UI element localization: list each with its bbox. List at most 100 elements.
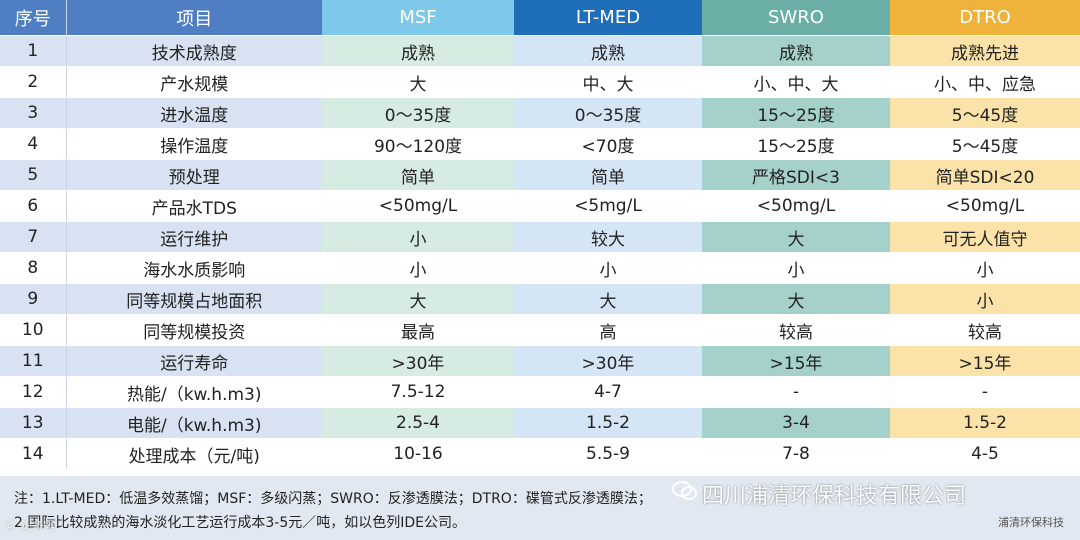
table-row: 7 运行维护小较大大可无人值守 bbox=[0, 221, 1080, 253]
table-row: 13 电能/（kw.h.m3) 2.5-4 1.5-2 3-4 1.5-2 bbox=[0, 407, 1080, 439]
table-row: 14 处理成本（元/吨) 10-16 5.5-9 7-8 4-5 bbox=[0, 438, 1080, 470]
cell-index: 9 bbox=[0, 283, 67, 315]
cell-msf: 大 bbox=[322, 283, 514, 315]
cell-msf: 小 bbox=[322, 221, 514, 253]
cell-swro: <50mg/L bbox=[702, 190, 890, 222]
table-row: 8 海水水质影响小小小小 bbox=[0, 252, 1080, 284]
cell-lt-med: 大 bbox=[514, 283, 702, 315]
cell-dtro: <50mg/L bbox=[890, 190, 1080, 222]
cell-msf: <50mg/L bbox=[322, 190, 514, 222]
cell-msf: 2.5-4 bbox=[322, 407, 514, 439]
cell-swro: 小、中、大 bbox=[702, 66, 890, 98]
cell-lt-med: 小 bbox=[514, 252, 702, 284]
header-row: 序号 项目 MSF LT-MED SWRO DTRO bbox=[0, 0, 1080, 36]
footnote-line-1: 注：1.LT-MED：低温多效蒸馏；MSF：多级闪蒸；SWRO：反渗透膜法；DT… bbox=[14, 491, 652, 507]
cell-item: 热能/（kw.h.m3) bbox=[66, 376, 322, 408]
cell-item: 电能/（kw.h.m3) bbox=[66, 407, 322, 439]
cell-dtro: 4-5 bbox=[890, 438, 1080, 470]
cell-swro: 小 bbox=[702, 252, 890, 284]
header-index: 序号 bbox=[0, 0, 67, 36]
cell-msf: 简单 bbox=[322, 159, 514, 191]
cell-index: 11 bbox=[0, 345, 67, 377]
cell-swro: - bbox=[702, 376, 890, 408]
header-msf: MSF bbox=[322, 0, 514, 36]
cell-msf: 小 bbox=[322, 252, 514, 284]
table-row: 10 同等规模投资 最高高较高 较高 bbox=[0, 314, 1080, 346]
cell-dtro: 可无人值守 bbox=[890, 221, 1080, 253]
cell-lt-med: 5.5-9 bbox=[514, 438, 702, 470]
cell-swro: 严格SDI<3 bbox=[702, 159, 890, 191]
cell-msf: 大 bbox=[322, 66, 514, 98]
cell-msf: >30年 bbox=[322, 345, 514, 377]
cell-item: 同等规模占地面积 bbox=[66, 283, 322, 315]
cell-index: 10 bbox=[0, 314, 67, 346]
cell-item: 进水温度 bbox=[66, 97, 322, 129]
cell-swro: 成熟 bbox=[702, 35, 890, 67]
cell-lt-med: 简单 bbox=[514, 159, 702, 191]
cell-item: 运行维护 bbox=[66, 221, 322, 253]
cell-item: 操作温度 bbox=[66, 128, 322, 160]
cell-item: 产水规模 bbox=[66, 66, 322, 98]
cell-index: 3 bbox=[0, 97, 67, 129]
cell-index: 6 bbox=[0, 190, 67, 222]
cell-dtro: 小 bbox=[890, 283, 1080, 315]
footnote-area: 注：1.LT-MED：低温多效蒸馏；MSF：多级闪蒸；SWRO：反渗透膜法；DT… bbox=[0, 476, 1080, 540]
cell-dtro: 成熟先进 bbox=[890, 35, 1080, 67]
cell-swro: 大 bbox=[702, 221, 890, 253]
table-row: 3 进水温度 0～35度 0～35度 15～25度 5～45度 bbox=[0, 97, 1080, 129]
cell-msf: 10-16 bbox=[322, 438, 514, 470]
cell-index: 13 bbox=[0, 407, 67, 439]
cell-swro: 大 bbox=[702, 283, 890, 315]
cell-index: 7 bbox=[0, 221, 67, 253]
header-swro: SWRO bbox=[702, 0, 890, 36]
cell-lt-med: 较大 bbox=[514, 221, 702, 253]
cell-index: 8 bbox=[0, 252, 67, 284]
cell-index: 5 bbox=[0, 159, 67, 191]
cell-item: 海水水质影响 bbox=[66, 252, 322, 284]
header-dtro: DTRO bbox=[890, 0, 1080, 36]
table-row: 2 产水规模大中、大 小、中、大 小、中、应急 bbox=[0, 66, 1080, 98]
cell-item: 预处理 bbox=[66, 159, 322, 191]
cell-index: 4 bbox=[0, 128, 67, 160]
cell-swro: 15～25度 bbox=[702, 128, 890, 160]
cell-swro: 3-4 bbox=[702, 407, 890, 439]
header-item: 项目 bbox=[66, 0, 322, 36]
cell-dtro: 5～45度 bbox=[890, 128, 1080, 160]
cell-lt-med: >30年 bbox=[514, 345, 702, 377]
cell-dtro: 5～45度 bbox=[890, 97, 1080, 129]
cell-lt-med: 0～35度 bbox=[514, 97, 702, 129]
cell-swro: 7-8 bbox=[702, 438, 890, 470]
cell-lt-med: <70度 bbox=[514, 128, 702, 160]
header-lt-med: LT-MED bbox=[514, 0, 702, 36]
cell-swro: >15年 bbox=[702, 345, 890, 377]
cell-dtro: - bbox=[890, 376, 1080, 408]
watermark-left: © 头条号 bbox=[4, 519, 56, 533]
cell-dtro: 简单SDI<20 bbox=[890, 159, 1080, 191]
cell-item: 同等规模投资 bbox=[66, 314, 322, 346]
cell-msf: 90～120度 bbox=[322, 128, 514, 160]
cell-lt-med: 4-7 bbox=[514, 376, 702, 408]
cell-dtro: 小 bbox=[890, 252, 1080, 284]
cell-index: 12 bbox=[0, 376, 67, 408]
cell-dtro: 较高 bbox=[890, 314, 1080, 346]
cell-dtro: 小、中、应急 bbox=[890, 66, 1080, 98]
table-row: 6 产品水TDS <50mg/L <5mg/L <50mg/L <50mg/L bbox=[0, 190, 1080, 222]
table-row: 4 操作温度 90～120度 <70度 15～25度 5～45度 bbox=[0, 128, 1080, 160]
cell-index: 14 bbox=[0, 438, 67, 470]
table-row: 12 热能/（kw.h.m3) 7.5-12 4-7- - bbox=[0, 376, 1080, 408]
cell-swro: 较高 bbox=[702, 314, 890, 346]
wechat-icon bbox=[672, 481, 697, 500]
cell-item: 运行寿命 bbox=[66, 345, 322, 377]
cell-msf: 最高 bbox=[322, 314, 514, 346]
table-row: 1 技术成熟度 成熟 成熟 成熟 成熟先进 bbox=[0, 35, 1080, 67]
table-row: 9 同等规模占地面积大大大小 bbox=[0, 283, 1080, 315]
cell-swro: 15～25度 bbox=[702, 97, 890, 129]
cell-msf: 0～35度 bbox=[322, 97, 514, 129]
comparison-table: 序号 项目 MSF LT-MED SWRO DTRO 1 技术成熟度 成熟 成熟 成熟成… bbox=[0, 0, 1080, 470]
watermark-company: 四川浦清环保科技有限公司 bbox=[702, 484, 967, 509]
cell-msf: 成熟 bbox=[322, 35, 514, 67]
cell-item: 处理成本（元/吨) bbox=[66, 438, 322, 470]
cell-lt-med: 高 bbox=[514, 314, 702, 346]
cell-dtro: 1.5-2 bbox=[890, 407, 1080, 439]
footnote-line-2: 2.国际比较成熟的海水淡化工艺运行成本3-5元／吨，如以色列IDE公司。 bbox=[14, 515, 466, 531]
